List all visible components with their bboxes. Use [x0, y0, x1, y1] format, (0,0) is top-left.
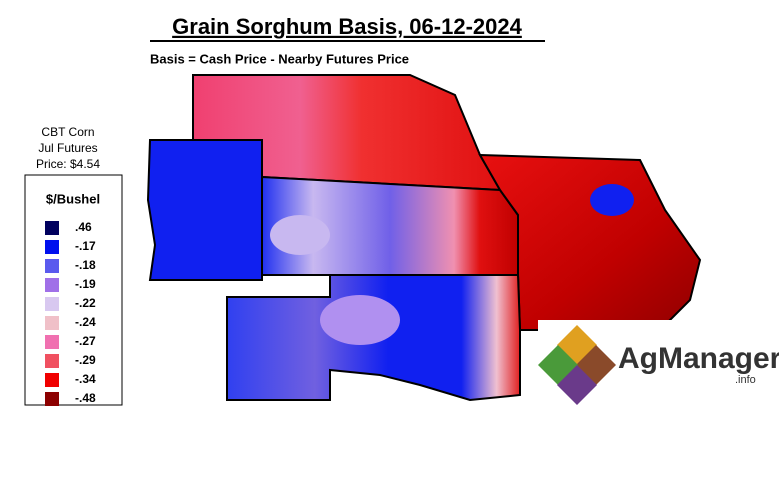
legend-swatch: [45, 240, 59, 254]
legend-swatch: [45, 373, 59, 387]
blue-spot: [590, 184, 634, 216]
legend-label: -.18: [75, 258, 96, 272]
colorado: [146, 139, 263, 281]
legend-label: -.48: [75, 391, 96, 405]
legend-swatch: [45, 259, 59, 273]
legend-swatch: [45, 335, 59, 349]
legend-swatch: [45, 297, 59, 311]
subtitle: Basis = Cash Price - Nearby Futures Pric…: [150, 51, 409, 66]
legend-title: $/Bushel: [46, 191, 100, 206]
futures-note: Price: $4.54: [36, 157, 100, 171]
logo-suffix: .info: [735, 374, 756, 386]
legend-swatch: [45, 221, 59, 235]
legend-label: -.22: [75, 296, 96, 310]
futures-note: CBT Corn: [41, 125, 94, 139]
legend-swatch: [45, 316, 59, 330]
legend-label: -.24: [75, 315, 96, 329]
lavender-spot: [320, 295, 400, 345]
legend-box: [24, 174, 123, 406]
logo: AgManager .info: [538, 320, 779, 405]
legend-items: .46 -.17 -.18 -.19 -.22 -.24 -.27 -.29 -.34 -.48: [45, 220, 96, 406]
legend-label: -.27: [75, 334, 96, 348]
legend-label: -.29: [75, 353, 96, 367]
legend-swatch: [45, 354, 59, 368]
logo-name: AgManager: [618, 342, 779, 375]
lavender-spot: [270, 215, 330, 255]
logo-diamond: [557, 365, 597, 405]
legend-label: -.19: [75, 277, 96, 291]
futures-note: Jul Futures: [38, 141, 97, 155]
legend-label: -.34: [75, 372, 96, 386]
legend-label: .46: [75, 220, 92, 234]
map: [146, 74, 702, 402]
legend-label: -.17: [75, 239, 96, 253]
legend-swatch: [45, 392, 59, 406]
legend-swatch: [45, 278, 59, 292]
title: Grain Sorghum Basis, 06-12-2024: [172, 14, 522, 39]
